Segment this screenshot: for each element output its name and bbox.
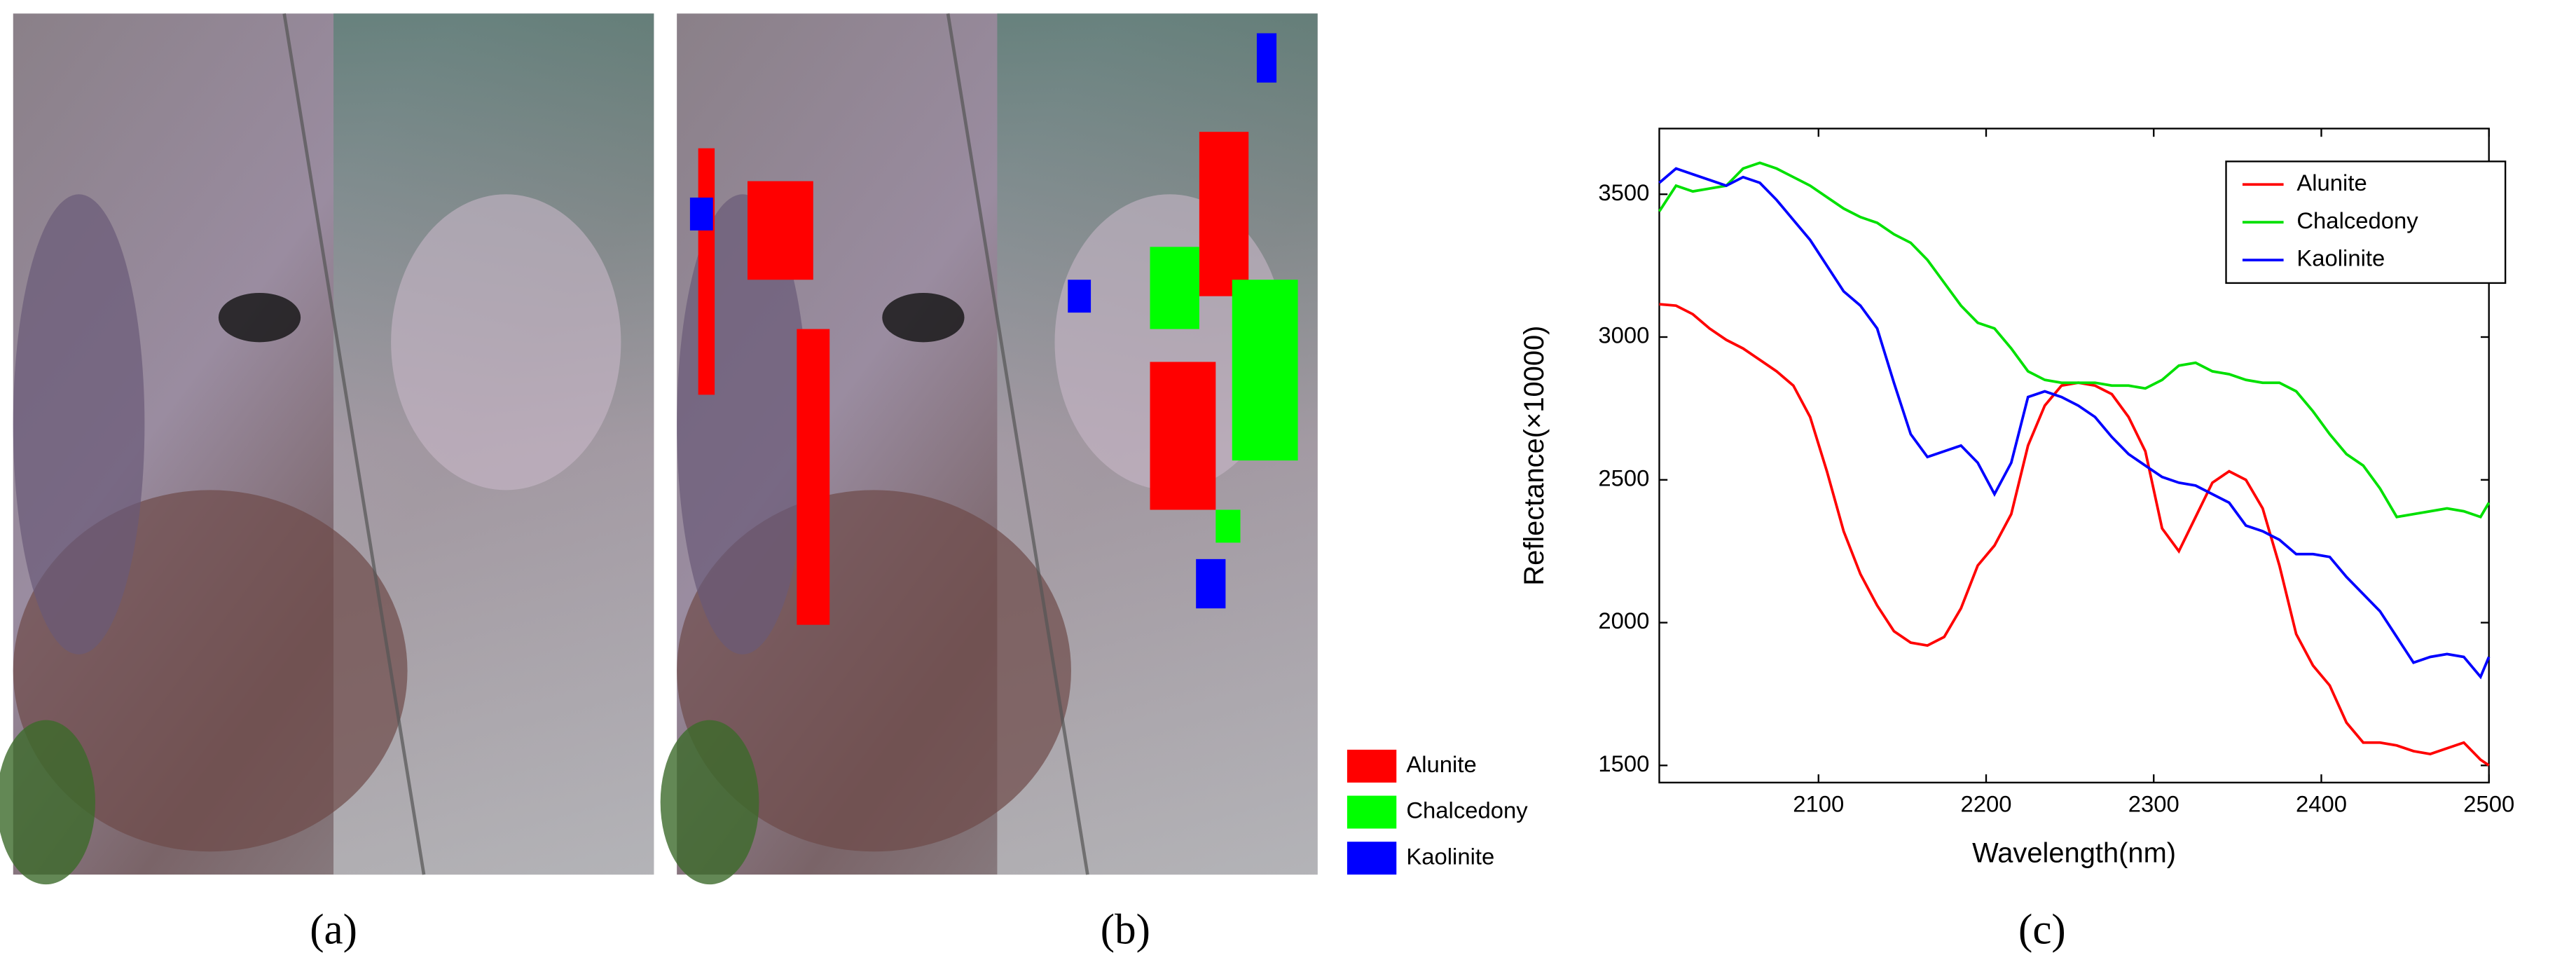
legend-label: Alunite — [2296, 170, 2367, 196]
y-tick-label: 2000 — [1598, 608, 1649, 633]
y-tick-label: 3000 — [1598, 322, 1649, 348]
panel-label: (b) — [1101, 907, 1150, 954]
y-axis-label: Reflectance(×10000) — [1519, 326, 1550, 586]
x-tick-label: 2300 — [2128, 790, 2179, 816]
y-tick-label: 2500 — [1598, 465, 1649, 491]
legend-label: Kaolinite — [2296, 245, 2385, 271]
x-axis-label: Wavelength(nm) — [1972, 838, 2176, 869]
image-a — [0, 13, 654, 884]
plot-frame — [1658, 128, 2490, 783]
panel-label: (c) — [2018, 907, 2066, 954]
series-line — [1659, 303, 2490, 767]
y-tick-label: 3500 — [1598, 179, 1649, 205]
panel-label: (a) — [310, 907, 357, 954]
x-tick-label: 2100 — [1793, 790, 1844, 816]
legend-label: Chalcedony — [1406, 797, 1528, 823]
y-tick-label: 1500 — [1598, 750, 1649, 776]
legend-swatch — [1346, 749, 1397, 783]
legend-label: Kaolinite — [1406, 843, 1494, 869]
series-line — [1658, 161, 2491, 519]
x-tick-label: 2500 — [2463, 790, 2514, 816]
legend-label: Alunite — [1406, 751, 1476, 777]
x-tick-label: 2200 — [1960, 790, 2011, 816]
image-legend: Alunite Chalcedony Kaolinite — [1346, 749, 1528, 875]
image-b — [661, 13, 1318, 884]
legend-label: Chalcedony — [2296, 207, 2418, 233]
x-tick-label: 2400 — [2296, 790, 2347, 816]
legend-swatch — [1346, 842, 1397, 875]
chart: 2100 2200 2300 2400 2500 1500 2000 2500 3000 3500… — [1519, 128, 2514, 869]
legend-swatch — [1346, 795, 1397, 829]
series-line — [1658, 167, 2491, 680]
